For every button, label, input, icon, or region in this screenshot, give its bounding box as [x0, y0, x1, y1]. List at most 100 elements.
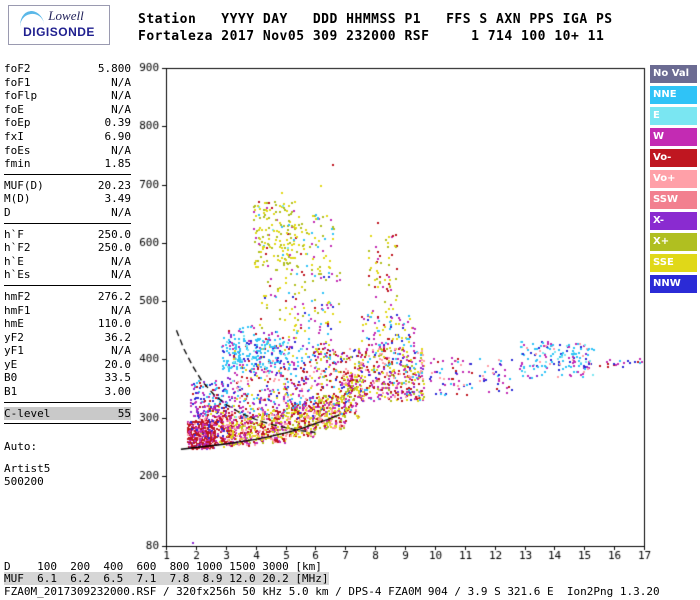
param-label: foE — [4, 102, 24, 116]
param-label: h`Es — [4, 268, 31, 282]
param-label: h`E — [4, 254, 24, 268]
legend-noval: No Val — [650, 65, 697, 83]
param-h`f2: h`F2 250.0 — [4, 241, 131, 255]
param-muf(d): MUF(D) 20.23 — [4, 179, 131, 193]
param-b1: B1 3.00 — [4, 385, 131, 399]
legend-w: W — [650, 128, 697, 146]
param-label: foF1 — [4, 75, 31, 89]
parameter-panel: foF2 5.800 foF1 N/A foFlp N/A foE N/A foEp 0.39 fx… — [4, 62, 131, 489]
param-value: N/A — [111, 254, 131, 268]
distance-row: D 100 200 400 600 800 1000 1500 3000 [km… — [4, 560, 322, 573]
autoscaling-notes: Auto: Artist5 500200 — [4, 440, 131, 489]
param-hme: hmE 110.0 — [4, 317, 131, 331]
station-header-columns: Station YYYY DAY DDD HHMMSS P1 FFS S AXN… — [138, 12, 613, 27]
param-label: foEs — [4, 143, 31, 157]
legend-x-: X- — [650, 212, 697, 230]
param-value: N/A — [111, 89, 131, 103]
divider — [4, 423, 131, 425]
param-h`e: h`E N/A — [4, 255, 131, 269]
legend-e: E — [650, 107, 697, 125]
param-c-level: C-level 55 — [4, 406, 131, 421]
param-foe: foE N/A — [4, 103, 131, 117]
param-label: foFlp — [4, 89, 38, 103]
param-value: 55 — [117, 406, 131, 420]
param-value: 33.5 — [104, 371, 132, 385]
param-label: fxI — [4, 129, 24, 143]
param-value: 3.49 — [104, 192, 132, 206]
param-value: 6.90 — [104, 129, 132, 143]
param-value: 1.85 — [104, 157, 132, 171]
param-label: MUF(D) — [4, 178, 44, 192]
param-hmf1: hmF1 N/A — [4, 304, 131, 318]
param-ye: yE 20.0 — [4, 358, 131, 372]
param-h`f: h`F 250.0 — [4, 228, 131, 242]
param-label: yF1 — [4, 344, 24, 358]
param-value: 5.800 — [97, 62, 131, 75]
legend-sse: SSE — [650, 254, 697, 272]
param-value: 110.0 — [97, 317, 131, 331]
file-info-line: FZA0M_2017309232000.RSF / 320fx256h 50 k… — [4, 585, 660, 598]
param-value: N/A — [111, 344, 131, 358]
param-label: hmE — [4, 317, 24, 331]
param-value: N/A — [111, 205, 131, 219]
param-fof1: foF1 N/A — [4, 76, 131, 90]
param-value: 0.39 — [104, 116, 132, 130]
param-value: 20.23 — [97, 178, 131, 192]
param-label: M(D) — [4, 192, 31, 206]
legend-vo+: Vo+ — [650, 170, 697, 188]
param-value: 36.2 — [104, 330, 132, 344]
param-label: h`F2 — [4, 241, 31, 255]
param-value: N/A — [111, 143, 131, 157]
station-header-values: Fortaleza 2017 Nov05 309 232000 RSF 1 71… — [138, 29, 605, 44]
param-fof2: foF2 5.800 — [4, 62, 131, 76]
divider — [4, 173, 131, 175]
note-line: Artist5 — [4, 461, 51, 475]
legend-ssw: SSW — [650, 191, 697, 209]
muf-row: MUF 6.1 6.2 6.5 7.1 7.8 8.9 12.0 20.2 [M… — [4, 572, 329, 585]
param-label: foEp — [4, 116, 31, 130]
legend-vo-: Vo- — [650, 149, 697, 167]
param-label: hmF2 — [4, 289, 31, 303]
param-label: B1 — [4, 385, 18, 399]
divider — [4, 284, 131, 286]
param-value: N/A — [111, 102, 131, 116]
param-value: 250.0 — [97, 241, 131, 255]
param-label: foF2 — [4, 62, 31, 75]
param-value: 20.0 — [104, 357, 132, 371]
param-label: D — [4, 205, 11, 219]
divider — [4, 401, 131, 403]
param-label: B0 — [4, 371, 18, 385]
legend-nne: NNE — [650, 86, 697, 104]
lowell-digisonde-logo: Lowell DIGISONDE — [8, 5, 110, 45]
param-label: h`F — [4, 227, 24, 241]
param-label: fmin — [4, 157, 31, 171]
param-value: 250.0 — [97, 227, 131, 241]
param-d: D N/A — [4, 206, 131, 220]
legend-nnw: NNW — [650, 275, 697, 293]
param-label: yE — [4, 357, 18, 371]
divider — [4, 222, 131, 224]
note-line: Auto: — [4, 440, 38, 454]
param-value: 276.2 — [97, 289, 131, 303]
logo-digisonde-text: DIGISONDE — [23, 25, 95, 39]
param-hmf2: hmF2 276.2 — [4, 290, 131, 304]
param-yf1: yF1 N/A — [4, 344, 131, 358]
param-fxi: fxI 6.90 — [4, 130, 131, 144]
param-value: N/A — [111, 268, 131, 282]
legend-x+: X+ — [650, 233, 697, 251]
logo-lowell-text: Lowell — [48, 8, 84, 23]
param-fmin: fmin 1.85 — [4, 157, 131, 171]
echo-direction-legend: No Val NNE E W Vo- Vo+ SSW X- X+ SSE NNW — [650, 65, 697, 296]
param-foflp: foFlp N/A — [4, 89, 131, 103]
param-value: 3.00 — [104, 385, 132, 399]
param-label: hmF1 — [4, 303, 31, 317]
param-yf2: yF2 36.2 — [4, 331, 131, 345]
param-foes: foEs N/A — [4, 144, 131, 158]
param-value: N/A — [111, 75, 131, 89]
note-line: 500200 — [4, 475, 44, 489]
param-m(d): M(D) 3.49 — [4, 192, 131, 206]
param-label: C-level — [4, 406, 51, 420]
param-h`es: h`Es N/A — [4, 268, 131, 282]
